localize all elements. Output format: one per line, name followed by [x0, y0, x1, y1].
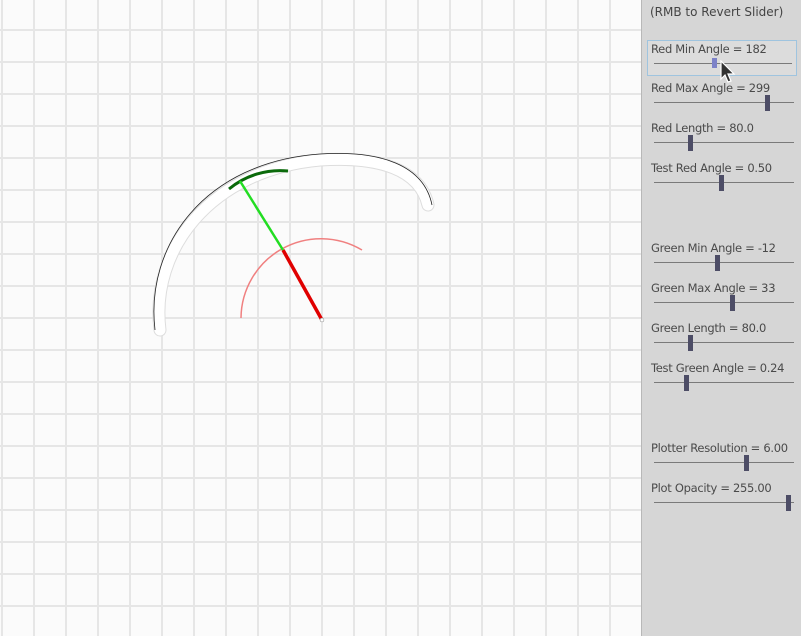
red-arm-segment	[281, 249, 324, 321]
drawing-canvas[interactable]	[0, 0, 641, 636]
slider-track[interactable]	[654, 302, 794, 303]
slider-thumb[interactable]	[719, 175, 724, 191]
slider-thumb[interactable]	[729, 295, 735, 311]
slider-thumb[interactable]	[712, 58, 718, 68]
slider-thumb[interactable]	[786, 495, 791, 511]
slider-label: Green Max Angle = 33	[651, 281, 776, 295]
slider-track[interactable]	[654, 142, 794, 143]
slider-7[interactable]: Test Green Angle = 0.24	[648, 360, 798, 396]
slider-thumb[interactable]	[688, 135, 694, 151]
slider-label: Red Max Angle = 299	[651, 81, 770, 95]
slider-label: Plot Opacity = 255.00	[651, 481, 772, 495]
slider-track[interactable]	[654, 342, 794, 343]
green-range-arc	[228, 169, 289, 191]
slider-thumb[interactable]	[764, 95, 770, 111]
revert-hint: (RMB to Revert Slider)	[650, 5, 784, 19]
reach-plot-outer-edge	[153, 153, 433, 331]
green-arm-segment	[238, 180, 285, 251]
slider-thumb[interactable]	[688, 335, 694, 351]
slider-track[interactable]	[654, 262, 794, 263]
slider-label: Green Length = 80.0	[651, 321, 766, 335]
reach-plot-band	[152, 152, 435, 337]
slider-8[interactable]: Plotter Resolution = 6.00	[648, 440, 798, 476]
slider-0[interactable]: Red Min Angle = 182	[647, 40, 797, 76]
slider-3[interactable]: Test Red Angle = 0.50	[648, 160, 798, 196]
slider-label: Test Red Angle = 0.50	[651, 161, 772, 175]
slider-label: Red Min Angle = 182	[651, 42, 767, 56]
slider-4[interactable]: Green Min Angle = -12	[648, 240, 798, 276]
slider-label: Plotter Resolution = 6.00	[651, 441, 788, 455]
red-range-arc	[240, 237, 363, 319]
arm-visualization	[152, 152, 435, 337]
slider-1[interactable]: Red Max Angle = 299	[648, 80, 798, 116]
slider-thumb[interactable]	[684, 375, 690, 391]
slider-track[interactable]	[654, 462, 794, 463]
slider-thumb[interactable]	[744, 455, 750, 471]
slider-label: Green Min Angle = -12	[651, 241, 776, 255]
slider-track[interactable]	[654, 382, 794, 383]
slider-label: Red Length = 80.0	[651, 121, 754, 135]
slider-2[interactable]: Red Length = 80.0	[648, 120, 798, 156]
slider-9[interactable]: Plot Opacity = 255.00	[648, 480, 798, 516]
control-panel: (RMB to Revert Slider) Red Min Angle = 1…	[641, 0, 801, 636]
slider-5[interactable]: Green Max Angle = 33	[648, 280, 798, 316]
slider-6[interactable]: Green Length = 80.0	[648, 320, 798, 356]
slider-track[interactable]	[654, 502, 794, 503]
reach-plot-fill	[153, 153, 434, 336]
base-joint	[319, 317, 325, 323]
slider-track[interactable]	[654, 182, 794, 183]
mouse-cursor-icon	[720, 60, 736, 83]
slider-track[interactable]	[654, 102, 794, 103]
slider-thumb[interactable]	[714, 255, 720, 271]
slider-label: Test Green Angle = 0.24	[651, 361, 785, 375]
